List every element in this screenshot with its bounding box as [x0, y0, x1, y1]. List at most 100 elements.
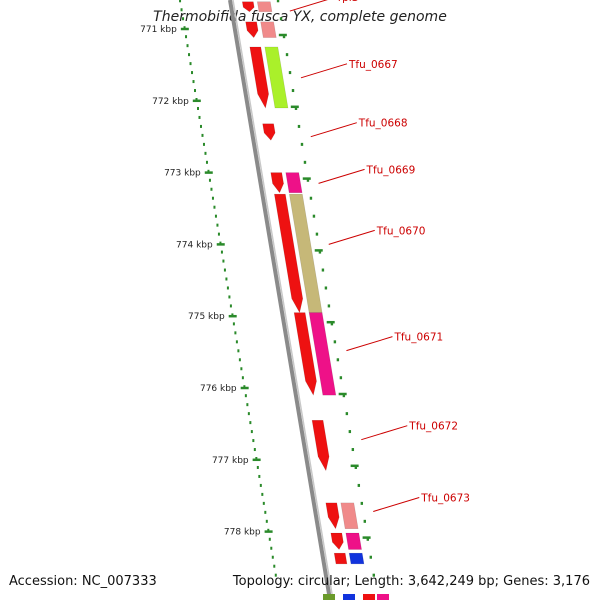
outer-ruler-dot: [294, 106, 298, 110]
ruler-dot: [213, 205, 216, 209]
ruler-dot: [225, 277, 228, 281]
outer-ruler-dot: [303, 160, 307, 164]
ruler-dot: [222, 259, 225, 263]
ruler-dot: [192, 80, 195, 84]
ruler-dot: [246, 403, 249, 407]
ruler-dot: [179, 0, 182, 3]
outer-ruler-dot: [318, 250, 322, 254]
ruler-dot: [180, 8, 183, 12]
ruler-dot: [182, 17, 185, 21]
outer-ruler-dot: [291, 89, 295, 93]
outer-ruler-dot: [351, 448, 355, 452]
outer-ruler-dot: [324, 286, 328, 290]
ruler-dot: [258, 474, 261, 478]
gene-label: Tfu_0667: [348, 59, 398, 71]
ruler-dot: [188, 53, 191, 57]
outer-ruler-dot: [360, 501, 364, 505]
ruler-dot: [204, 151, 207, 155]
ruler-dot: [199, 124, 202, 128]
outer-ruler-dot: [330, 322, 334, 326]
ruler-tick-label: 778 kbp: [224, 528, 261, 538]
ruler-dot: [255, 457, 258, 461]
ruler-dot: [186, 44, 189, 48]
ruler-tick-label: 773 kbp: [164, 169, 201, 179]
cog-category-bar: [348, 552, 365, 565]
gene-label-leader: [346, 336, 393, 352]
ruler-dot: [191, 71, 194, 75]
ruler-tick-label: 774 kbp: [176, 240, 213, 250]
outer-ruler-dot: [327, 304, 331, 308]
ruler-dot: [261, 492, 264, 496]
gene-label: Tfu_0670: [376, 225, 426, 237]
gene-arrow: [293, 312, 317, 397]
ruler-dot: [252, 439, 255, 443]
gene-label-leader: [373, 497, 420, 512]
ruler-dot: [267, 528, 270, 532]
ruler-dot: [198, 115, 201, 119]
gene-label-leader: [310, 122, 357, 138]
gene-arrow: [245, 21, 259, 39]
gene-arrow: [325, 502, 340, 530]
gene-label: Tfu_0672: [408, 421, 458, 433]
ruler-dot: [211, 196, 214, 200]
ruler-dot: [201, 133, 204, 137]
ruler-dot: [241, 376, 244, 380]
ruler-dot: [237, 349, 240, 353]
gene-arrow: [249, 46, 269, 109]
outer-ruler-dot: [312, 214, 316, 218]
gene-label-leader: [361, 425, 408, 441]
cog-category-bar: [377, 594, 389, 600]
gene-label: Tfu_0673: [420, 492, 470, 504]
ruler-dot: [185, 35, 188, 39]
ruler-dot: [210, 187, 213, 191]
ruler-dot: [244, 394, 247, 398]
outer-ruler-dot: [276, 0, 280, 3]
outer-ruler-dot: [336, 358, 340, 362]
gene-label: Tfu_0671: [393, 332, 443, 344]
ruler-dot: [265, 519, 268, 523]
outer-ruler-dot: [300, 142, 304, 146]
outer-ruler-dot: [372, 573, 375, 577]
genome-backbone-edge: [232, 0, 334, 600]
genome-backbone: [228, 0, 332, 600]
ruler-tick-label: 776 kbp: [200, 384, 237, 394]
ruler-dot: [217, 232, 220, 236]
outer-ruler-dot: [285, 53, 289, 57]
gene-arrow: [363, 594, 375, 600]
accession-text: Accession: NC_007333: [9, 574, 157, 589]
ruler-dot: [202, 142, 205, 146]
ruler-dot: [196, 106, 199, 110]
ruler-dot: [235, 340, 238, 344]
outer-ruler-dot: [345, 412, 349, 416]
ruler-dot: [270, 546, 273, 550]
outer-ruler-dot: [354, 465, 358, 469]
gene-arrow: [274, 193, 304, 314]
ruler-dot: [264, 510, 267, 514]
outer-ruler-dot: [279, 17, 283, 21]
ruler-dot: [274, 573, 277, 577]
ruler-dot: [220, 250, 223, 254]
gene-arrow: [333, 552, 348, 565]
outer-ruler-dot: [348, 430, 352, 434]
gene-label-leader: [328, 229, 375, 245]
ruler-dot: [240, 367, 243, 371]
genome-title: Thermobifida fusca YX, complete genome: [153, 9, 447, 25]
outer-ruler-dot: [315, 232, 319, 236]
ruler-dot: [194, 89, 197, 93]
gene-arrow: [330, 532, 344, 551]
outer-ruler-dot: [366, 537, 369, 541]
outer-ruler-dot: [369, 555, 372, 559]
ruler-dot: [243, 385, 246, 389]
outer-ruler-dot: [357, 483, 361, 487]
cog-category-bar: [256, 1, 273, 13]
outer-ruler-dot: [333, 340, 337, 344]
ruler-dot: [231, 313, 234, 317]
ruler-dot: [273, 564, 276, 568]
ruler-dot: [249, 421, 252, 425]
gene-arrow: [241, 1, 255, 13]
ruler-dot: [232, 322, 235, 326]
gene-label-leader: [300, 63, 348, 79]
cog-category-bar: [285, 172, 303, 194]
